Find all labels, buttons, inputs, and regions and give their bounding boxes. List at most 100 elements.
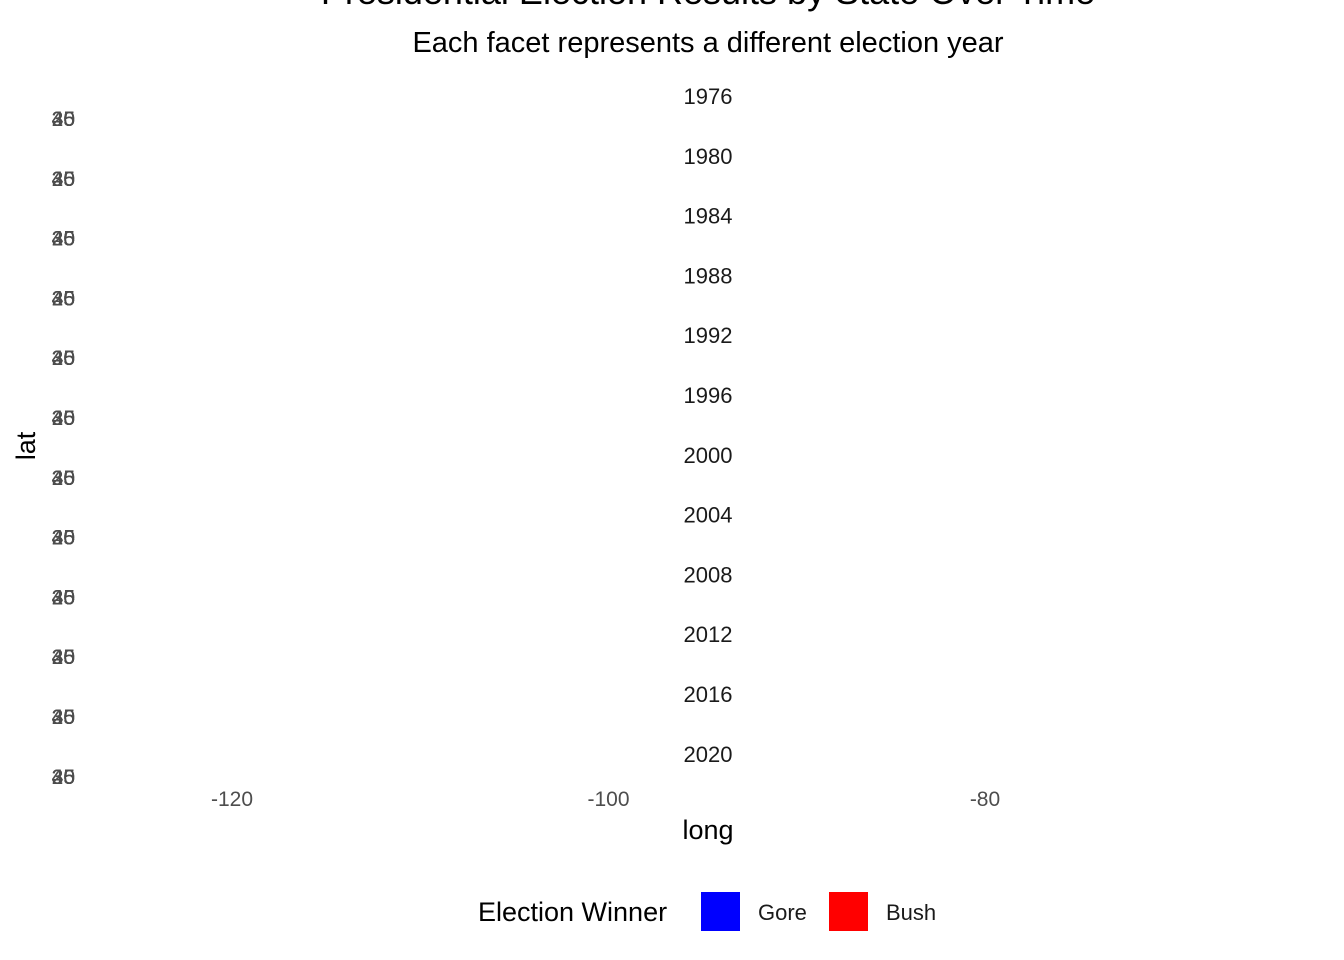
legend: Election Winner Gore Bush	[478, 892, 936, 931]
y-tick-label: 45	[52, 168, 75, 191]
y-tick-label: 40	[52, 766, 75, 789]
y-tick-label: 30	[52, 287, 75, 310]
y-tick-label: 35	[52, 766, 75, 789]
y-tick-label: 40	[52, 527, 75, 550]
legend-key-gore	[701, 892, 740, 931]
y-tick-label: 40	[52, 586, 75, 609]
y-tick-label: 35	[52, 228, 75, 251]
y-tick-label: 45	[52, 467, 75, 490]
y-tick-label: 30	[52, 467, 75, 490]
y-tick-label: 25	[52, 706, 75, 729]
y-tick-label: 35	[52, 586, 75, 609]
y-tick-label: 35	[52, 407, 75, 430]
y-tick-label: 30	[52, 706, 75, 729]
y-tick-label: 30	[52, 228, 75, 251]
y-tick-label: 30	[52, 407, 75, 430]
y-tick-label: 35	[52, 527, 75, 550]
y-tick-label: 35	[52, 168, 75, 191]
facet-strip-label: 2016	[684, 682, 733, 707]
y-tick-label: 25	[52, 347, 75, 370]
y-axis-title: lat	[11, 431, 41, 460]
y-tick-label: 30	[52, 168, 75, 191]
facet-panels: 1976253035404519802530354045198425303540…	[52, 84, 733, 789]
y-tick-label: 45	[52, 586, 75, 609]
legend-key-bush	[829, 892, 868, 931]
y-tick-label: 40	[52, 407, 75, 430]
facet-strip-label: 1984	[684, 204, 733, 229]
y-tick-label: 45	[52, 527, 75, 550]
facet-strip-label: 2012	[684, 622, 733, 647]
y-tick-label: 25	[52, 407, 75, 430]
y-tick-label: 40	[52, 228, 75, 251]
chart-subtitle: Each facet represents a different electi…	[412, 27, 1003, 59]
y-tick-label: 30	[52, 527, 75, 550]
y-tick-label: 40	[52, 168, 75, 191]
y-tick-label: 35	[52, 347, 75, 370]
y-tick-label: 25	[52, 527, 75, 550]
facet-strip-label: 2004	[684, 503, 733, 528]
y-tick-label: 45	[52, 287, 75, 310]
y-tick-label: 45	[52, 228, 75, 251]
y-tick-label: 25	[52, 766, 75, 789]
y-tick-label: 30	[52, 766, 75, 789]
legend-title: Election Winner	[478, 897, 667, 927]
y-tick-label: 25	[52, 646, 75, 669]
y-tick-label: 45	[52, 108, 75, 131]
y-tick-label: 45	[52, 706, 75, 729]
y-tick-label: 40	[52, 646, 75, 669]
y-tick-label: 25	[52, 168, 75, 191]
legend-label-bush: Bush	[886, 900, 936, 925]
facet-strip-label: 1976	[684, 84, 733, 109]
x-tick-label: -120	[211, 788, 253, 811]
facet-strip-label: 1996	[684, 383, 733, 408]
y-tick-label: 45	[52, 646, 75, 669]
chart-title: Presidential Election Results by State O…	[321, 0, 1095, 12]
y-tick-label: 40	[52, 108, 75, 131]
y-tick-label: 35	[52, 467, 75, 490]
x-axis: -120 -100 -80	[211, 788, 1000, 811]
y-tick-label: 25	[52, 586, 75, 609]
y-tick-label: 35	[52, 706, 75, 729]
x-tick-label: -80	[970, 788, 1000, 811]
y-tick-label: 40	[52, 347, 75, 370]
y-tick-label: 25	[52, 287, 75, 310]
y-tick-label: 45	[52, 766, 75, 789]
facet-strip-label: 1992	[684, 323, 733, 348]
facet-strip-label: 2000	[684, 443, 733, 468]
x-axis-title: long	[682, 815, 733, 845]
facet-strip-label: 2020	[684, 742, 733, 767]
y-tick-label: 40	[52, 467, 75, 490]
y-tick-label: 45	[52, 347, 75, 370]
facet-strip-label: 2008	[684, 562, 733, 587]
y-tick-label: 35	[52, 108, 75, 131]
legend-label-gore: Gore	[758, 900, 807, 925]
y-tick-label: 25	[52, 467, 75, 490]
y-tick-label: 30	[52, 347, 75, 370]
y-tick-label: 45	[52, 407, 75, 430]
y-tick-label: 25	[52, 108, 75, 131]
facet-strip-label: 1988	[684, 263, 733, 288]
x-tick-label: -100	[587, 788, 629, 811]
y-tick-label: 40	[52, 287, 75, 310]
y-tick-label: 40	[52, 706, 75, 729]
y-tick-label: 35	[52, 287, 75, 310]
y-tick-label: 30	[52, 108, 75, 131]
facet-strip-label: 1980	[684, 144, 733, 169]
y-tick-label: 30	[52, 646, 75, 669]
y-tick-label: 35	[52, 646, 75, 669]
y-tick-label: 30	[52, 586, 75, 609]
y-tick-label: 25	[52, 228, 75, 251]
